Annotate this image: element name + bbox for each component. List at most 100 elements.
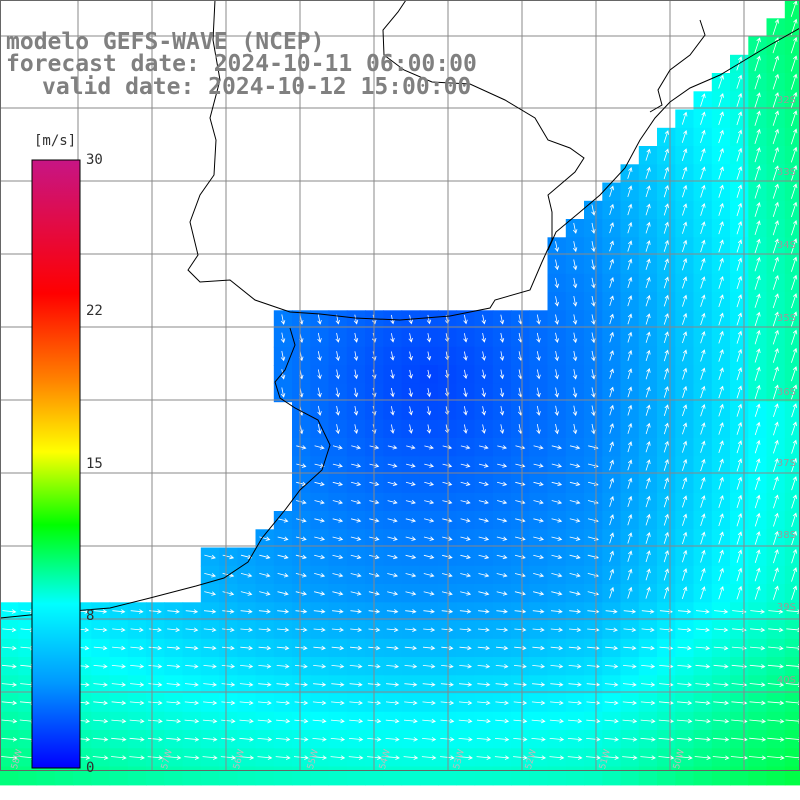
speed-cell	[748, 711, 768, 731]
wind-arrow	[404, 663, 418, 669]
wind-arrow	[221, 663, 236, 669]
wind-arrow	[94, 609, 108, 614]
wind-arrow	[426, 424, 432, 434]
speed-cell	[784, 438, 800, 457]
speed-cell	[638, 675, 658, 695]
wind-arrow	[221, 682, 236, 687]
speed-cell	[602, 474, 622, 494]
wind-arrow	[496, 609, 508, 614]
speed-cell	[693, 529, 713, 549]
speed-cell	[620, 164, 640, 184]
speed-cell	[730, 511, 749, 530]
speed-cell	[784, 766, 800, 786]
wind-arrow	[551, 500, 563, 505]
wind-arrow	[353, 314, 359, 325]
wind-arrow	[442, 481, 453, 486]
wind-arrow	[767, 700, 785, 706]
wind-arrow	[569, 573, 581, 578]
speed-cell	[693, 730, 713, 749]
wind-arrow	[294, 737, 309, 742]
wind-arrow	[627, 441, 633, 453]
speed-cell	[292, 602, 311, 622]
speed-cell	[182, 620, 202, 640]
wind-arrow	[591, 332, 596, 344]
speed-cell	[602, 602, 622, 622]
speed-cell	[565, 365, 585, 384]
valid-date: valid date: 2024-10-12 15:00:00	[42, 74, 472, 100]
wind-arrow	[645, 203, 651, 216]
speed-cell	[784, 328, 800, 348]
wind-arrow	[754, 494, 761, 509]
speed-cell	[511, 657, 530, 676]
speed-cell	[693, 346, 713, 366]
wind-arrow	[718, 476, 724, 490]
speed-cell	[638, 328, 658, 348]
speed-cell	[693, 675, 713, 695]
speed-cell	[529, 711, 549, 731]
speed-cell	[511, 675, 530, 695]
wind-arrow	[627, 586, 633, 599]
wind-arrow	[275, 737, 291, 742]
wind-arrow	[663, 495, 669, 508]
wind-arrow	[718, 549, 724, 563]
speed-cell	[146, 730, 165, 749]
wind-arrow	[313, 609, 326, 614]
wind-arrow	[314, 573, 326, 578]
speed-cell	[730, 529, 749, 549]
wind-arrow	[682, 239, 688, 253]
speed-cell	[273, 365, 293, 384]
wind-arrow	[554, 314, 559, 325]
wind-arrow	[330, 718, 345, 724]
wind-arrow	[754, 439, 761, 454]
wind-arrow	[663, 294, 669, 307]
speed-cell	[638, 438, 658, 457]
speed-cell	[766, 73, 786, 92]
wind-arrow	[609, 459, 614, 471]
wind-arrow	[663, 331, 669, 344]
wind-arrow	[442, 445, 453, 450]
wind-arrow	[754, 55, 761, 72]
wind-arrow	[513, 718, 528, 724]
speed-cell	[638, 711, 658, 731]
wind-arrow	[317, 424, 322, 435]
speed-cell	[146, 711, 165, 731]
speed-cell	[0, 730, 19, 749]
speed-cell	[146, 675, 165, 695]
speed-cell	[711, 638, 731, 658]
wind-arrow	[586, 700, 601, 706]
wind-arrow	[718, 294, 724, 308]
wind-arrow	[700, 349, 706, 362]
wind-arrow	[609, 532, 615, 544]
wind-arrow	[221, 718, 236, 724]
speed-cell	[492, 693, 512, 713]
speed-cell	[127, 711, 147, 731]
wind-arrow	[167, 609, 180, 614]
wind-arrow	[676, 737, 693, 742]
wind-arrow	[426, 388, 432, 398]
speed-cell	[748, 547, 768, 567]
wind-arrow	[478, 518, 490, 523]
wind-arrow	[422, 663, 436, 669]
wind-arrow	[1, 700, 18, 706]
wind-arrow	[513, 663, 527, 669]
speed-cell	[401, 675, 421, 695]
wind-arrow	[572, 405, 578, 417]
wind-arrow	[202, 718, 218, 724]
speed-cell	[657, 620, 676, 640]
wind-arrow	[387, 518, 398, 523]
speed-cell	[127, 693, 147, 713]
wind-arrow	[403, 755, 419, 760]
wind-arrow	[712, 737, 730, 742]
wind-arrow	[773, 439, 779, 454]
wind-arrow	[536, 369, 541, 380]
speed-cell	[237, 602, 257, 622]
speed-cell	[748, 328, 768, 348]
speed-cell	[255, 638, 275, 658]
wind-arrow	[754, 147, 761, 163]
wind-arrow	[312, 755, 328, 760]
wind-arrow	[426, 314, 432, 325]
colorbar-tick-22: 22	[86, 303, 103, 319]
speed-cell	[620, 200, 640, 220]
speed-cell	[474, 711, 494, 731]
speed-cell	[766, 146, 786, 165]
